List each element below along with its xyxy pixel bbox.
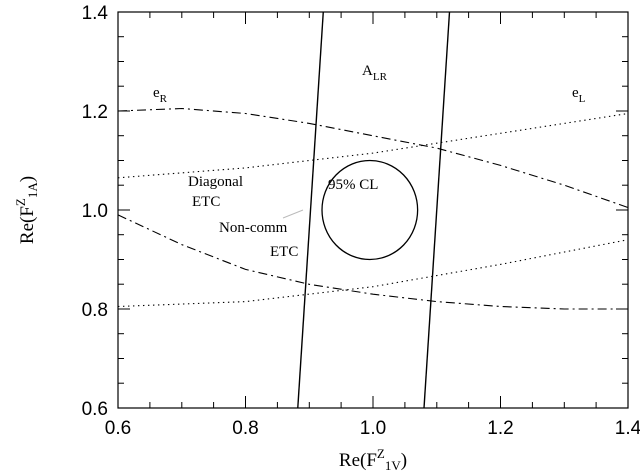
tick-labels: 0.6 0.8 1.0 1.2 1.4 0.6 0.8 1.0 1.2 1.4	[82, 3, 640, 439]
cl95-label: 95% CL	[328, 177, 378, 193]
cl95-contour	[321, 159, 419, 261]
e-l-label: eL	[572, 85, 586, 105]
e-l-curve-upper	[117, 112, 629, 179]
e-r-curve-upper	[117, 107, 629, 209]
y-axis-title: Re(FZ1A)	[13, 176, 40, 244]
x-tick-label: 1.0	[360, 418, 386, 439]
e-r-label: eR	[153, 85, 168, 105]
annotation-pointer	[282, 209, 304, 219]
x-tick-label: 1.2	[487, 418, 513, 439]
x-tick-label: 1.4	[615, 418, 640, 439]
y-tick-label: 0.8	[82, 300, 108, 321]
y-tick-label: 1.0	[82, 201, 108, 222]
a-lr-band-2	[423, 11, 451, 409]
e-r-curve-lower	[117, 214, 628, 310]
diagonal-label-2: ETC	[192, 194, 220, 210]
noncomm-label-2: ETC	[270, 244, 298, 260]
x-tick-label: 0.8	[232, 418, 258, 439]
y-tick-label: 1.2	[82, 102, 108, 123]
diagonal-label-1: Diagonal	[188, 174, 243, 190]
a-lr-band-1	[297, 11, 324, 409]
noncomm-label-1: Non-comm	[219, 220, 288, 236]
y-tick-label: 1.4	[82, 3, 109, 24]
x-tick-label: 0.6	[105, 418, 131, 439]
e-l-curve-lower	[117, 239, 629, 308]
x-axis-title: Re(FZ1V)	[339, 446, 407, 473]
a-lr-label: ALR	[362, 63, 388, 83]
ticks	[117, 11, 629, 409]
y-tick-label: 0.6	[82, 399, 108, 420]
plot-content	[117, 11, 629, 409]
